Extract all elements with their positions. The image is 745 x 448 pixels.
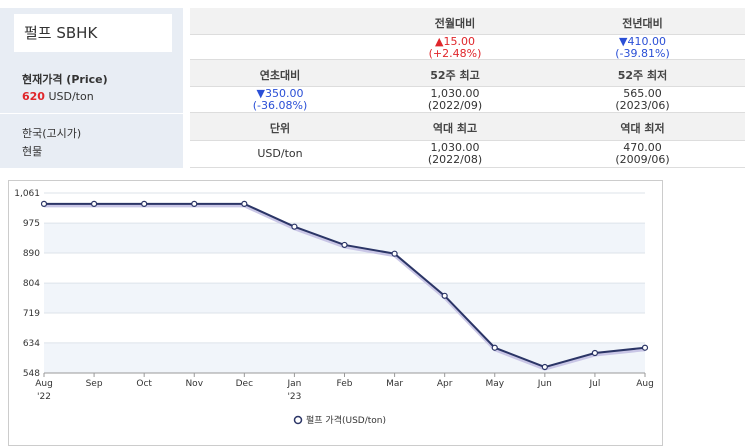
y-tick-label: 1,061 — [14, 189, 40, 199]
header-cell: 연초대비 — [190, 67, 370, 83]
panel-title: 펄프 SBHK — [14, 14, 172, 52]
point — [641, 344, 649, 351]
header-cell: 단위 — [190, 120, 370, 136]
x-tick-label: Apr — [437, 379, 453, 389]
cell-sub: (2023/06) — [615, 99, 670, 112]
y-tick-label: 719 — [23, 309, 40, 319]
row-line — [190, 59, 745, 60]
x-tick-label: Aug — [35, 379, 53, 389]
point — [291, 223, 298, 230]
point — [191, 200, 198, 207]
point — [341, 241, 348, 249]
header-cell: 역대 최고 — [370, 120, 540, 136]
cell-main: 565.00 — [623, 87, 662, 100]
x-tick-label: Nov — [185, 379, 203, 389]
header-cell: 전년대비 — [540, 15, 745, 31]
market: 현물 — [22, 145, 43, 158]
point — [391, 250, 398, 257]
point — [241, 200, 248, 207]
cell-sub: (-36.08%) — [252, 99, 308, 112]
y-tick-label: 890 — [23, 249, 40, 259]
header-cell: 역대 최저 — [540, 120, 745, 136]
cell-main: 1,030.00 — [430, 87, 480, 100]
y-tick-label: 548 — [23, 369, 40, 379]
x-tick-label: Mar — [386, 379, 403, 389]
x-tick-label: Oct — [136, 379, 152, 389]
price-label: 현재가격 (Price) — [22, 73, 108, 86]
price: 620 — [22, 90, 45, 103]
cell-main: ▼350.00 — [256, 87, 304, 100]
header-cell: 52주 최저 — [540, 67, 745, 83]
x-tick-label: May — [485, 379, 504, 389]
cell-sub: (+2.48%) — [428, 47, 482, 60]
row-line — [190, 112, 745, 113]
x-tick-year: '22 — [37, 392, 51, 402]
x-tick-label: Jan — [286, 379, 301, 389]
y-tick-label: 975 — [23, 219, 40, 229]
legend-label: 펄프 가격(USD/ton) — [306, 414, 386, 426]
x-tick-label: Sep — [86, 379, 103, 389]
unit: USD/ton — [48, 90, 94, 103]
cell-main: 1,030.00 — [430, 141, 480, 154]
cell-sub: (2022/08) — [427, 153, 483, 166]
point — [491, 344, 498, 351]
cell-main: ▼410.00 — [619, 35, 666, 48]
point — [141, 200, 148, 207]
y-tick-label: 804 — [23, 279, 40, 289]
cell-main: ▲15.00 — [435, 35, 475, 48]
legend-marker — [293, 415, 303, 425]
cell-sub: (2009/06) — [615, 153, 670, 166]
x-tick-label: Jun — [537, 379, 552, 389]
x-tick-label: Jul — [588, 379, 600, 389]
divider — [0, 113, 183, 114]
header-cell: 전월대비 — [370, 15, 540, 31]
cell-main: USD/ton — [257, 147, 303, 160]
cell-main: 470.00 — [623, 141, 662, 154]
y-tick-label: 634 — [23, 339, 40, 349]
point — [90, 200, 98, 207]
point — [591, 349, 599, 357]
header-cell: 52주 최고 — [370, 67, 540, 83]
grid-band — [44, 342, 645, 373]
grid-band — [44, 223, 645, 253]
cell-sub: (2022/09) — [427, 99, 483, 112]
x-tick-label: Feb — [337, 379, 353, 389]
point — [40, 200, 48, 207]
x-tick-label: Dec — [236, 379, 253, 389]
row-line — [190, 167, 745, 168]
cell-sub: (-39.81%) — [615, 47, 670, 60]
point — [441, 292, 448, 299]
price-row: 620 USD/ton — [22, 90, 94, 103]
x-tick-year: '23 — [287, 392, 301, 402]
market-label: 한국(고시가) — [22, 127, 82, 140]
grid-band — [44, 283, 645, 313]
x-tick-label: Aug — [636, 379, 654, 389]
point — [541, 363, 548, 371]
